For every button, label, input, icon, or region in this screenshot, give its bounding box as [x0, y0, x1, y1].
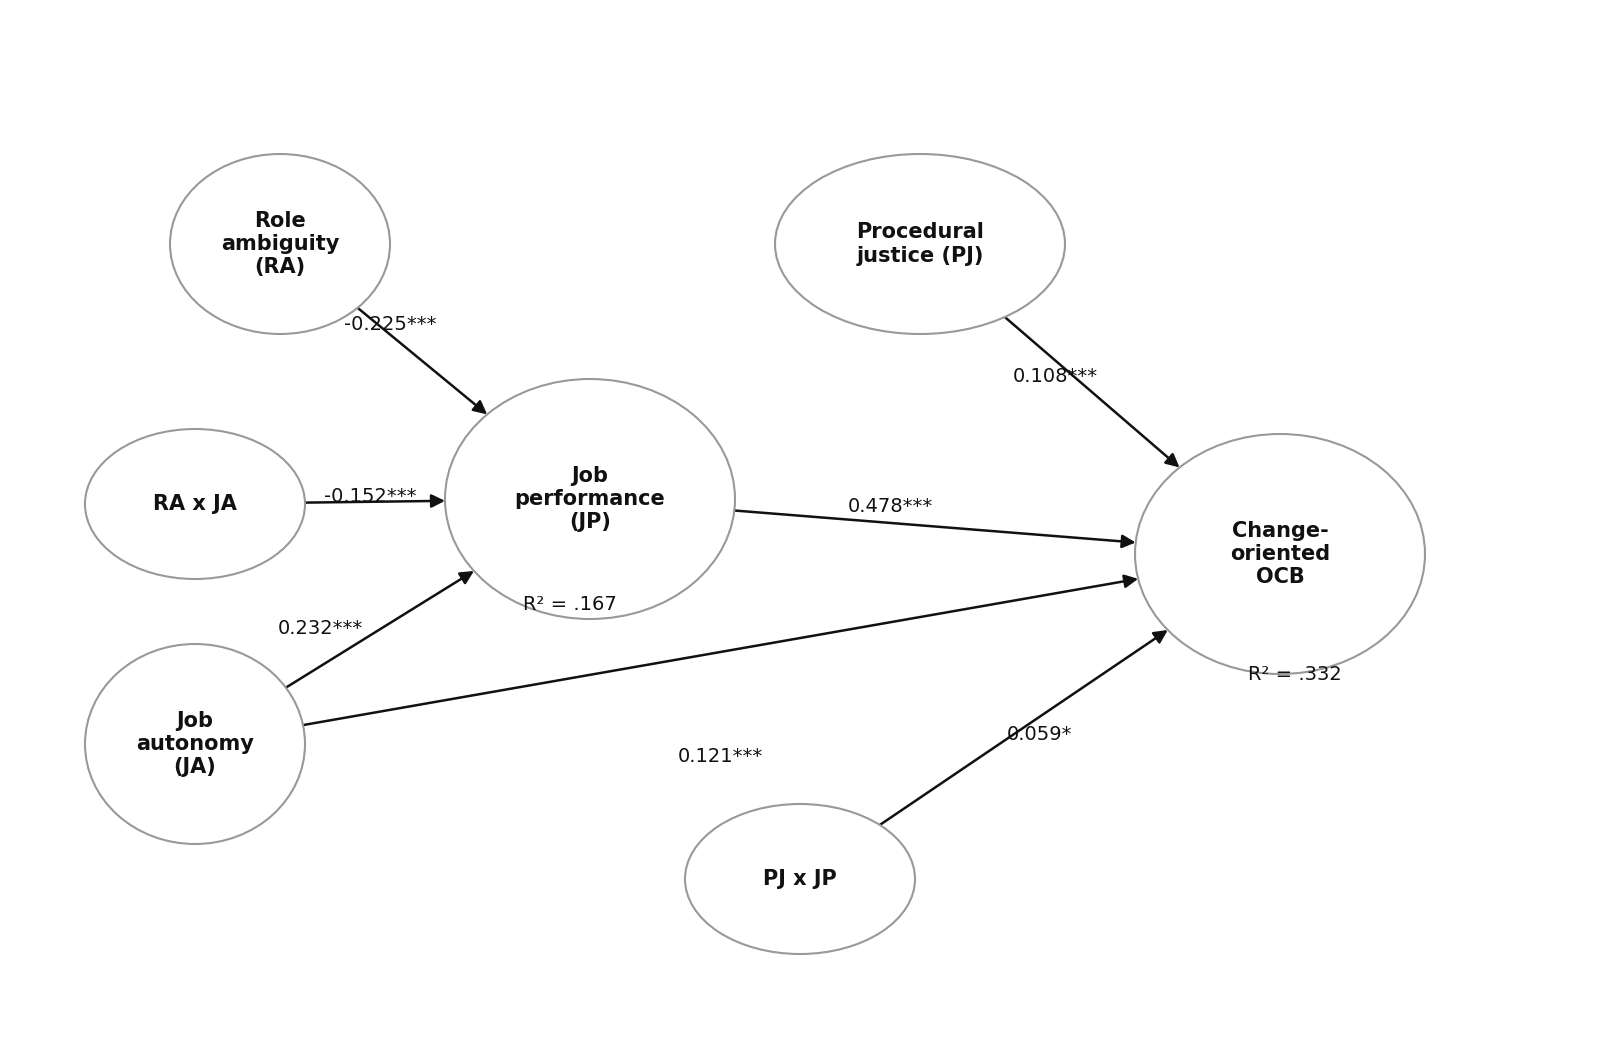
Text: R² = .332: R² = .332: [1248, 665, 1342, 683]
Text: Change-
oriented
OCB: Change- oriented OCB: [1230, 520, 1330, 587]
Text: PJ x JP: PJ x JP: [763, 869, 837, 890]
Ellipse shape: [1134, 434, 1426, 674]
Text: -0.152***: -0.152***: [323, 486, 416, 505]
Ellipse shape: [445, 379, 734, 619]
Ellipse shape: [170, 154, 390, 334]
Text: 0.121***: 0.121***: [677, 747, 763, 765]
Ellipse shape: [85, 644, 306, 844]
Text: R² = .167: R² = .167: [523, 595, 618, 614]
Ellipse shape: [774, 154, 1066, 334]
Ellipse shape: [685, 804, 915, 954]
Text: 0.059*: 0.059*: [1008, 725, 1072, 744]
Text: Job
autonomy
(JA): Job autonomy (JA): [136, 711, 254, 777]
Text: Role
ambiguity
(RA): Role ambiguity (RA): [221, 211, 339, 278]
Text: Job
performance
(JP): Job performance (JP): [515, 466, 666, 532]
Text: RA x JA: RA x JA: [154, 494, 237, 514]
Text: 0.232***: 0.232***: [277, 619, 363, 638]
Text: Procedural
justice (PJ): Procedural justice (PJ): [856, 222, 984, 266]
Text: 0.478***: 0.478***: [848, 497, 933, 515]
Text: 0.108***: 0.108***: [1013, 366, 1098, 385]
Ellipse shape: [85, 429, 306, 579]
Text: -0.225***: -0.225***: [344, 315, 437, 333]
